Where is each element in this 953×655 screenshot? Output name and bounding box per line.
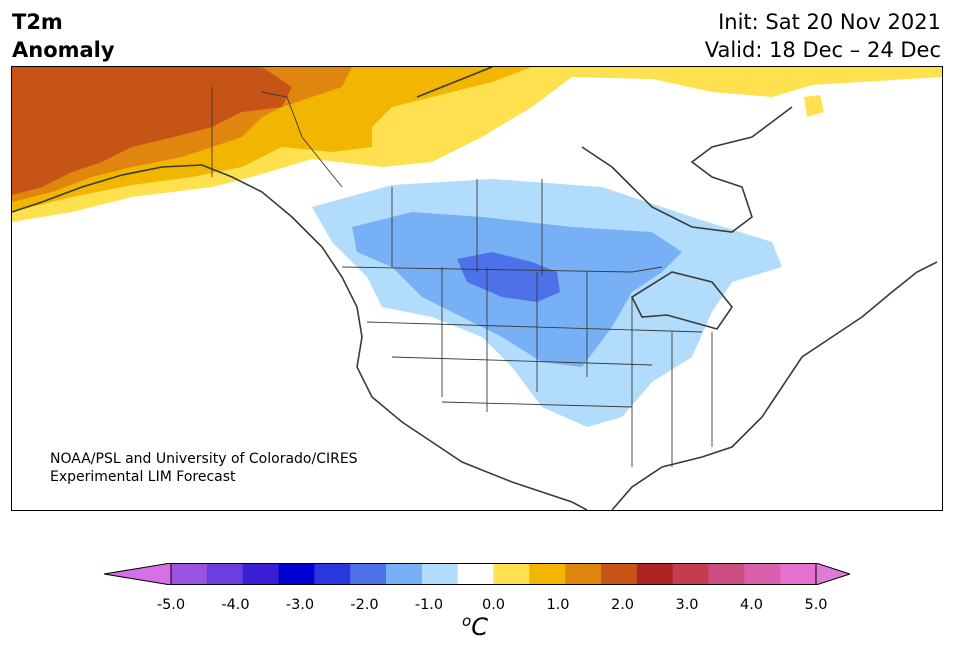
colorbar-swatch [278, 563, 315, 585]
colorbar-swatch [565, 563, 602, 585]
colorbar-tick-label: -1.0 [414, 597, 444, 613]
colorbar-swatch [493, 563, 530, 585]
colorbar-tick-label: 5.0 [804, 597, 828, 613]
title-line-1: T2m [12, 10, 63, 34]
colorbar-tick-label: 4.0 [739, 597, 764, 613]
colorbar-swatch [529, 563, 566, 585]
valid-range: Valid: 18 Dec – 24 Dec [704, 38, 941, 62]
cool-mid-region [457, 252, 560, 302]
colorbar-swatch [780, 563, 817, 585]
colorbar-swatch [314, 563, 351, 585]
colorbar-tick-label: 1.0 [546, 597, 570, 613]
political-borders [211, 87, 713, 467]
colorbar-swatch [636, 563, 674, 585]
anomaly-map: NOAA/PSL and University of Colorado/CIRE… [11, 66, 943, 511]
colorbar-tick-label: 0.0 [481, 597, 506, 613]
warm-faint-region-east [804, 95, 824, 117]
credit-line-1: NOAA/PSL and University of Colorado/CIRE… [50, 451, 358, 467]
forecast-dates: Init: Sat 20 Nov 2021 Valid: 18 Dec – 24… [705, 8, 941, 64]
colorbar-extend-low [104, 563, 172, 585]
colorbar-tick-label: -3.0 [285, 597, 315, 613]
unit-degree: o [462, 612, 472, 630]
colorbar-swatch [171, 563, 208, 585]
colorbar-swatch [708, 563, 745, 585]
credit-text: NOAA/PSL and University of Colorado/CIRE… [50, 450, 358, 486]
colorbar-swatch [744, 563, 781, 585]
colorbar-swatch [421, 563, 459, 585]
title-line-2: Anomaly [12, 38, 115, 62]
colorbar [104, 563, 850, 585]
coastlines [12, 67, 938, 510]
colorbar-swatch [350, 563, 387, 585]
colorbar-swatch [457, 563, 494, 585]
unit-letter: C [471, 613, 488, 641]
colorbar-swatch [206, 563, 244, 585]
map-svg [12, 67, 942, 510]
colorbar-swatch [386, 563, 423, 585]
init-date: Init: Sat 20 Nov 2021 [718, 10, 941, 34]
colorbar-tick-label: -5.0 [156, 597, 186, 613]
credit-line-2: Experimental LIM Forecast [50, 469, 236, 485]
colorbar-tick-label: -2.0 [350, 597, 379, 613]
colorbar-tick-label: 3.0 [675, 597, 699, 613]
colorbar-unit: oC [462, 612, 488, 641]
colorbar-swatch [242, 563, 279, 585]
colorbar-swatch [601, 563, 638, 585]
colorbar-tick-label: -4.0 [221, 597, 250, 613]
colorbar-swatch [672, 563, 709, 585]
colorbar-border [170, 563, 817, 585]
map-title: T2m Anomaly [12, 8, 115, 64]
colorbar-extend-high [815, 563, 850, 585]
warm-strong-region [12, 67, 292, 195]
colorbar-tick-label: 2.0 [610, 597, 635, 613]
